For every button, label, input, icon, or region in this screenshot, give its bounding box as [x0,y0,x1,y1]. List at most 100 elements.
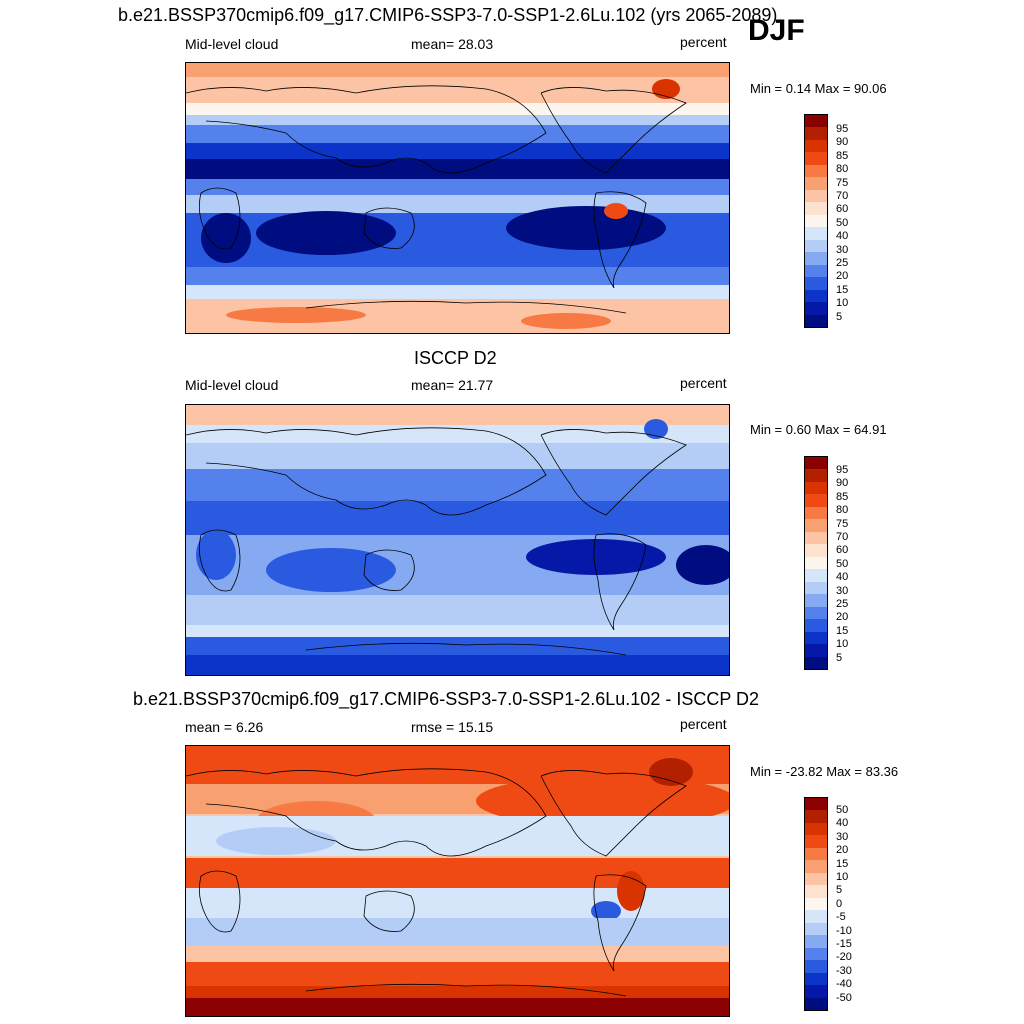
colorbar-segment [805,544,827,557]
colorbar-tick-label: 5 [836,651,843,664]
panel-2-colorbar [804,456,828,670]
colorbar-segment [805,872,827,886]
colorbar-tick-label: 30 [836,584,849,597]
colorbar-tick-label: 50 [836,804,849,816]
colorbar-segment [805,177,827,190]
colorbar-tick-label: -15 [836,938,852,950]
colorbar-tick-label: 70 [836,531,849,543]
colorbar-segment [805,214,827,228]
colorbar-tick-label: 30 [836,830,849,843]
panel-2-mean: mean= 21.77 [411,377,494,393]
colorbar-tick-label: 75 [836,517,849,530]
panel-2-map [185,404,730,676]
colorbar-tick-label: -50 [836,991,852,1004]
colorbar-segment [805,531,827,545]
colorbar-segment [805,252,827,265]
colorbar-segment [805,619,827,632]
panel-2-title: ISCCP D2 [414,348,497,368]
colorbar-tick-label: 50 [836,557,849,570]
colorbar-tick-label: 25 [836,598,849,610]
colorbar-segment [805,519,827,532]
colorbar-segment [805,289,827,303]
colorbar-segment [805,656,827,669]
colorbar-tick-label: 90 [836,136,849,149]
panel-1-colorbar [804,114,828,328]
colorbar-tick-label: 50 [836,216,849,229]
colorbar-tick-label: 95 [836,464,849,476]
colorbar-segment [805,897,827,911]
panel-1-units: percent [680,34,727,50]
colorbar-segment [805,606,827,620]
panel-1-minmax: Min = 0.14 Max = 90.06 [750,81,887,96]
colorbar-tick-label: 80 [836,163,849,176]
colorbar-segment [805,631,827,645]
panel-3-map [185,745,730,1017]
colorbar-tick-label: 20 [836,270,849,283]
colorbar-tick-label: -5 [836,911,846,924]
colorbar-segment [805,494,827,507]
colorbar-tick-label: 80 [836,504,849,517]
colorbar-segment [805,139,827,153]
colorbar-tick-label: 15 [836,283,849,296]
colorbar-tick-label: 95 [836,123,849,135]
colorbar-segment [805,152,827,165]
colorbar-segment [805,860,827,873]
colorbar-segment [805,581,827,595]
colorbar-tick-label: 10 [836,638,849,651]
colorbar-tick-label: 40 [836,230,849,243]
colorbar-segment [805,556,827,570]
colorbar-tick-label: -10 [836,924,852,937]
panel-1-title: b.e21.BSSP370cmip6.f09_g17.CMIP6-SSP3-7.… [118,5,778,25]
colorbar-segment [805,644,827,657]
panel-1-variable-label: Mid-level cloud [185,36,279,52]
colorbar-segment [805,885,827,898]
colorbar-segment [805,922,827,936]
colorbar-segment [805,264,827,278]
colorbar-tick-label: 40 [836,571,849,584]
panel-3-mean: mean = 6.26 [185,719,264,735]
panel-3-colorbar [804,797,828,1011]
colorbar-tick-label: 10 [836,297,849,310]
panel-2-minmax: Min = 0.60 Max = 64.91 [750,422,887,437]
colorbar-segment [805,164,827,178]
colorbar-tick-label: 60 [836,203,849,216]
colorbar-segment [805,481,827,495]
panel-2-variable-label: Mid-level cloud [185,377,279,393]
colorbar-segment [805,202,827,215]
colorbar-segment [805,985,827,998]
colorbar-tick-label: 5 [836,310,843,323]
colorbar-tick-label: 75 [836,176,849,189]
colorbar-tick-label: 90 [836,477,849,490]
colorbar-tick-label: 25 [836,257,849,269]
colorbar-segment [805,457,827,470]
panel-3-rmse: rmse = 15.15 [411,719,494,735]
colorbar-tick-label: 20 [836,611,849,624]
panel-3-minmax: Min = -23.82 Max = 83.36 [750,764,899,779]
colorbar-tick-label: 85 [836,490,849,503]
colorbar-tick-label: 15 [836,857,849,870]
colorbar-segment [805,935,827,948]
colorbar-tick-label: -40 [836,978,852,991]
colorbar-tick-label: 30 [836,243,849,256]
colorbar-segment [805,594,827,607]
colorbar-tick-label: 70 [836,190,849,202]
colorbar-segment [805,569,827,582]
colorbar-tick-label: 10 [836,871,849,883]
colorbar-segment [805,972,827,986]
colorbar-segment [805,997,827,1010]
colorbar-segment [805,314,827,327]
colorbar-segment [805,910,827,923]
colorbar-segment [805,947,827,961]
panel-3-title: b.e21.BSSP370cmip6.f09_g17.CMIP6-SSP3-7.… [133,689,760,709]
colorbar-tick-label: 40 [836,817,849,830]
colorbar-segment [805,127,827,140]
colorbar-segment [805,847,827,861]
colorbar-tick-label: -20 [836,951,852,964]
colorbar-tick-label: 85 [836,149,849,162]
colorbar-tick-label: 20 [836,844,849,857]
colorbar-tick-label: 60 [836,544,849,557]
colorbar-segment [805,960,827,973]
colorbar-tick-label: 5 [836,884,843,897]
season-label: DJF [748,14,805,47]
colorbar-segment [805,506,827,520]
